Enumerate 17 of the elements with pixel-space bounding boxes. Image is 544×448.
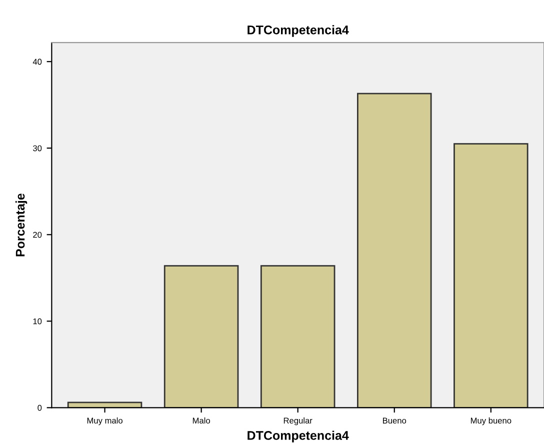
bar — [356, 92, 432, 408]
x-tick-label: Muy malo — [87, 417, 122, 426]
x-axis-title: DTCompetencia4 — [248, 430, 349, 442]
x-tick-label: Bueno — [383, 418, 406, 424]
y-tick-label: 30 — [33, 145, 42, 152]
chart-title: DTCompetencia4 — [248, 25, 349, 37]
y-tick-label: 0 — [38, 404, 42, 411]
bar — [260, 265, 336, 408]
y-tick-label: 10 — [33, 318, 42, 324]
x-tick-label: Muy bueno — [470, 417, 512, 426]
bar — [164, 265, 239, 408]
y-axis-title: Porcentaje — [15, 194, 28, 256]
y-tick-label: 40 — [32, 58, 42, 65]
y-tick-label: 20 — [33, 232, 42, 238]
x-tick-label: Malo — [192, 417, 210, 424]
bar — [454, 143, 528, 408]
x-tick-label: Regular — [284, 417, 312, 426]
